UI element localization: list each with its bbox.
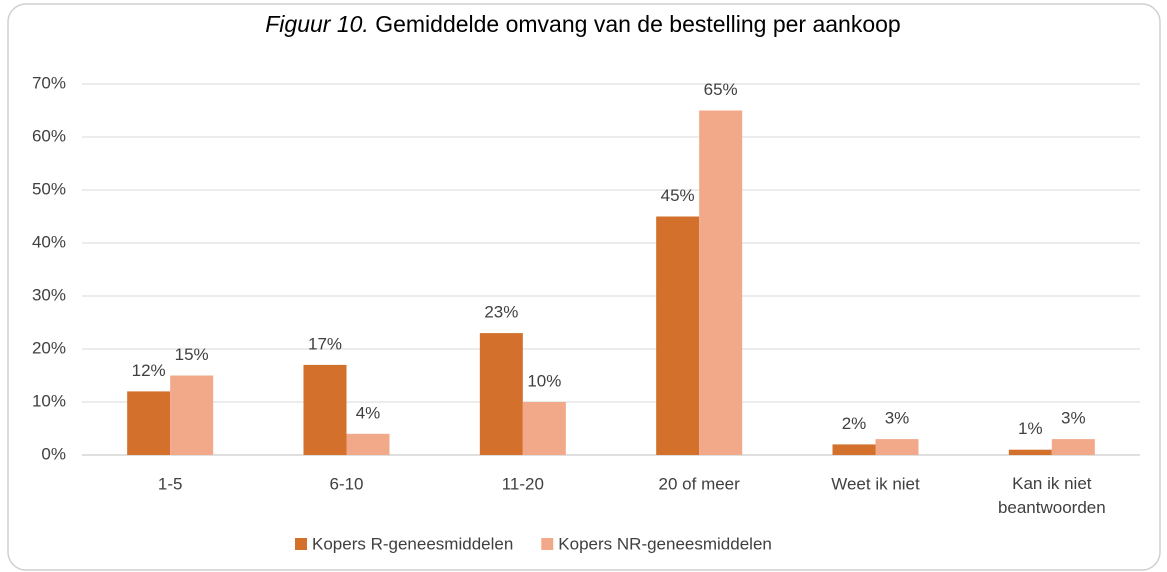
y-tick-label: 0% bbox=[41, 444, 66, 463]
bar bbox=[699, 110, 743, 455]
value-label: 45% bbox=[661, 186, 695, 205]
bar bbox=[1051, 439, 1095, 455]
x-tick-label: 6-10 bbox=[329, 474, 363, 493]
y-tick-label: 20% bbox=[32, 338, 66, 357]
y-tick-label: 30% bbox=[32, 285, 66, 304]
chart-title: Figuur 10. Gemiddelde omvang van de best… bbox=[265, 11, 900, 37]
value-label: 2% bbox=[842, 414, 867, 433]
x-tick-label: 1-5 bbox=[158, 474, 183, 493]
bar bbox=[127, 391, 171, 455]
bar bbox=[170, 375, 214, 455]
x-tick-label: Weet ik niet bbox=[831, 474, 920, 493]
value-label: 3% bbox=[885, 409, 910, 428]
bar bbox=[522, 402, 566, 455]
legend-swatch bbox=[541, 538, 554, 550]
bar bbox=[875, 439, 919, 455]
x-tick-line: beantwoorden bbox=[998, 498, 1106, 517]
y-tick-label: 40% bbox=[32, 232, 66, 251]
value-label: 4% bbox=[356, 403, 381, 422]
x-tick-label: 20 of meer bbox=[659, 474, 741, 493]
y-tick-label: 10% bbox=[32, 391, 66, 410]
value-label: 15% bbox=[175, 345, 209, 364]
value-label: 65% bbox=[704, 80, 738, 99]
title-text: Gemiddelde omvang van de bestelling per … bbox=[375, 11, 901, 37]
chart-frame bbox=[7, 3, 1161, 571]
value-label: 17% bbox=[308, 334, 342, 353]
legend-label: Kopers R-geneesmiddelen bbox=[312, 534, 513, 553]
legend-label: Kopers NR-geneesmiddelen bbox=[558, 534, 772, 553]
value-label: 23% bbox=[484, 303, 518, 322]
value-label: 10% bbox=[527, 371, 561, 390]
bar bbox=[303, 364, 347, 455]
x-tick-label: Kan ik niet beantwoorden bbox=[998, 474, 1106, 517]
value-label: 1% bbox=[1018, 419, 1043, 438]
value-label: 12% bbox=[132, 361, 166, 380]
bar bbox=[832, 444, 876, 455]
y-tick-label: 70% bbox=[32, 73, 66, 92]
value-label: 3% bbox=[1061, 409, 1086, 428]
bar bbox=[1008, 449, 1052, 455]
bar bbox=[346, 433, 390, 455]
bar bbox=[656, 216, 700, 455]
legend-swatch bbox=[295, 538, 307, 550]
bar bbox=[479, 333, 523, 455]
x-tick-label: 11-20 bbox=[502, 474, 544, 493]
x-tick-line: Kan ik niet bbox=[1012, 474, 1092, 493]
title-label: Figuur 10. bbox=[265, 11, 369, 37]
y-tick-label: 50% bbox=[32, 179, 66, 198]
y-tick-label: 60% bbox=[32, 126, 66, 145]
